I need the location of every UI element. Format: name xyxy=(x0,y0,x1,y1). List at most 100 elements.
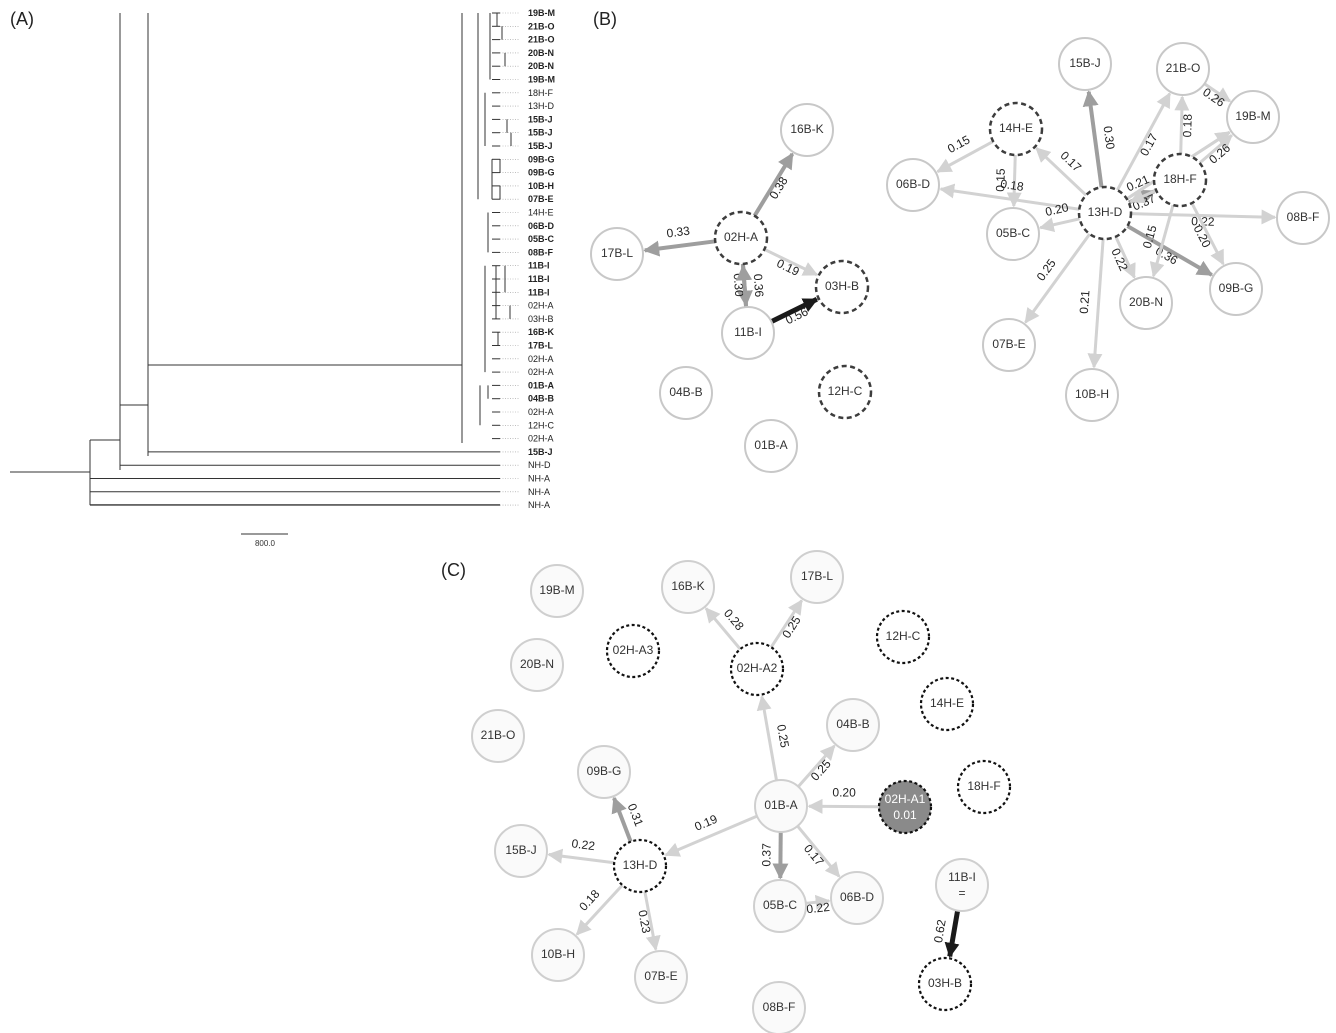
tree-leaf-label: 13H-D xyxy=(528,101,555,111)
network-b-edge-weight: 0.30 xyxy=(1101,125,1118,150)
network-c-node[interactable]: 13H-D xyxy=(612,838,668,894)
network-c-node[interactable]: 20B-N xyxy=(510,638,564,692)
tree-leaf-label: NH-A xyxy=(528,487,550,497)
network-c-node-circle xyxy=(729,641,785,697)
scale-bar-label: 800.0 xyxy=(255,539,276,548)
network-b-edge xyxy=(752,152,795,217)
tree-leaf-label: 10B-H xyxy=(528,181,554,191)
network-c-node[interactable]: 01B-A xyxy=(754,779,808,833)
network-c-node[interactable]: 07B-E xyxy=(634,950,688,1004)
network-c-node-label: 15B-J xyxy=(505,843,536,857)
network-c-node[interactable]: 05B-C xyxy=(753,879,807,933)
tree-leaf-label: 17B-L xyxy=(528,341,554,351)
network-b-edge xyxy=(1116,92,1171,191)
network-c-node[interactable]: 18H-F xyxy=(956,759,1012,815)
network-c-edge xyxy=(944,910,961,958)
network-c-node[interactable]: 17B-L xyxy=(790,550,844,604)
network-c-node[interactable]: 15B-J xyxy=(494,824,548,878)
network-c-node[interactable]: 14H-E xyxy=(919,676,975,732)
network-c-nodes: 19B-M 16B-K 17B-L 20B-N 02H-A3 02H-A2 12H-C 14H… xyxy=(471,550,1012,1033)
network-c-edge-weight: 0.25 xyxy=(779,613,804,640)
tree-leaf-label: 08B-F xyxy=(528,247,554,257)
network-c-edge xyxy=(769,599,803,649)
network-c-node-circle xyxy=(754,779,808,833)
network-c: 0.28 0.250.250.250.200.190.37 0.170.220.31… xyxy=(471,550,1012,1033)
network-b-node[interactable]: 18H-F xyxy=(1152,152,1208,208)
network-b-edge xyxy=(736,264,753,308)
network-c-node[interactable]: 02H-A2 xyxy=(729,641,785,697)
network-c-node-circle xyxy=(494,824,548,878)
network-b-node-circle xyxy=(814,259,870,315)
phylogenetic-tree: 19B-M 21B-O 21B-O 20B-N 20B-N 19B-M 18H-F 13H-D… xyxy=(10,8,555,548)
network-c-node[interactable]: 12H-C xyxy=(875,609,931,665)
network-c-node-circle xyxy=(752,981,806,1033)
tree-leaf-labels: 19B-M 21B-O 21B-O 20B-N 20B-N 19B-M 18H-F 13H-D… xyxy=(528,8,555,510)
tree-leaf-label: 19B-M xyxy=(528,75,555,85)
tree-leaf-label: 06B-D xyxy=(528,221,555,231)
network-c-node[interactable]: 09B-G xyxy=(577,745,631,799)
network-c-node[interactable]: 19B-M xyxy=(530,564,584,618)
network-c-node-circle xyxy=(577,745,631,799)
network-c-node-sublabel: = xyxy=(958,886,965,900)
network-b-nodes: 16B-K 02H-A 17B-L 03H-B 11B-I 04B-B 12H-C 01B-A… xyxy=(590,37,1330,473)
network-b-node[interactable]: 04B-B xyxy=(659,366,713,420)
network-b-edge xyxy=(1024,233,1091,324)
network-c-node[interactable]: 16B-K xyxy=(661,560,715,614)
network-c-node-circle xyxy=(531,928,585,982)
tree-leaf-label: 20B-N xyxy=(528,61,554,71)
network-b-node[interactable]: 21B-O xyxy=(1156,42,1210,96)
network-c-node[interactable]: 21B-O xyxy=(471,709,525,763)
network-b-node-circle xyxy=(744,419,798,473)
network-c-node[interactable]: 10B-H xyxy=(531,928,585,982)
network-b-node-label: 17B-L xyxy=(601,246,633,260)
network-b-node-label: 05B-C xyxy=(996,226,1030,240)
network-b-node[interactable]: 20B-N xyxy=(1119,276,1173,330)
network-b-node[interactable]: 13H-D xyxy=(1077,185,1133,241)
network-c-node-circle xyxy=(661,560,715,614)
network-b-node[interactable]: 08B-F xyxy=(1276,191,1330,245)
network-c-node-label: 19B-M xyxy=(539,583,574,597)
network-b-node[interactable]: 06B-D xyxy=(886,158,940,212)
network-b-edge xyxy=(936,140,994,173)
network-c-node-circle xyxy=(471,709,525,763)
network-b-node[interactable]: 03H-B xyxy=(814,259,870,315)
tree-leaf-label: 05B-C xyxy=(528,234,555,244)
network-b-node[interactable]: 09B-G xyxy=(1209,262,1263,316)
tree-leaf-label: 02H-A xyxy=(528,434,554,444)
network-c-node-label: 02H-A3 xyxy=(613,643,654,657)
network-b-node[interactable]: 10B-H xyxy=(1065,368,1119,422)
network-c-node-circle xyxy=(605,623,661,679)
network-c-edge xyxy=(611,796,633,843)
network-b-node-label: 07B-E xyxy=(992,337,1025,351)
network-b-node[interactable]: 19B-M xyxy=(1226,90,1280,144)
tree-leaf-label: NH-A xyxy=(528,500,550,510)
network-b-node[interactable]: 11B-I xyxy=(721,306,775,360)
network-c-node[interactable]: 04B-B xyxy=(826,698,880,752)
network-b-edge xyxy=(1203,82,1232,103)
network-c-node-circle xyxy=(530,564,584,618)
network-b-node-label: 09B-G xyxy=(1219,281,1254,295)
tree-leaf-label: 11B-I xyxy=(528,274,550,284)
network-c-node[interactable]: 02H-A1 0.01 xyxy=(877,779,933,835)
network-b-node[interactable]: 15B-J xyxy=(1058,37,1112,91)
network-b-node[interactable]: 16B-K xyxy=(780,103,834,157)
network-b-node[interactable]: 05B-C xyxy=(986,207,1040,261)
network-c-node-label: 03H-B xyxy=(928,976,962,990)
network-b-edge-weight: 0.22 xyxy=(1191,214,1215,229)
network-b-node[interactable]: 12H-C xyxy=(817,364,873,420)
network-c-node[interactable]: 03H-B xyxy=(917,956,973,1012)
network-c-edge-weight: 0.22 xyxy=(571,836,596,853)
network-c-node-label: 09B-G xyxy=(587,764,622,778)
network-c-node[interactable]: 06B-D xyxy=(830,871,884,925)
network-b-node[interactable]: 01B-A xyxy=(744,419,798,473)
network-b-node[interactable]: 02H-A xyxy=(713,210,769,266)
network-b-node[interactable]: 17B-L xyxy=(590,227,644,281)
network-b-node-circle xyxy=(1209,262,1263,316)
network-b-node[interactable]: 07B-E xyxy=(982,318,1036,372)
network-b-edge xyxy=(763,247,819,277)
network-c-node[interactable]: 02H-A3 xyxy=(605,623,661,679)
network-b-node[interactable]: 14H-E xyxy=(988,101,1044,157)
network-c-node[interactable]: 11B-I = xyxy=(935,858,989,912)
network-c-node-circle xyxy=(612,838,668,894)
network-c-node[interactable]: 08B-F xyxy=(752,981,806,1033)
